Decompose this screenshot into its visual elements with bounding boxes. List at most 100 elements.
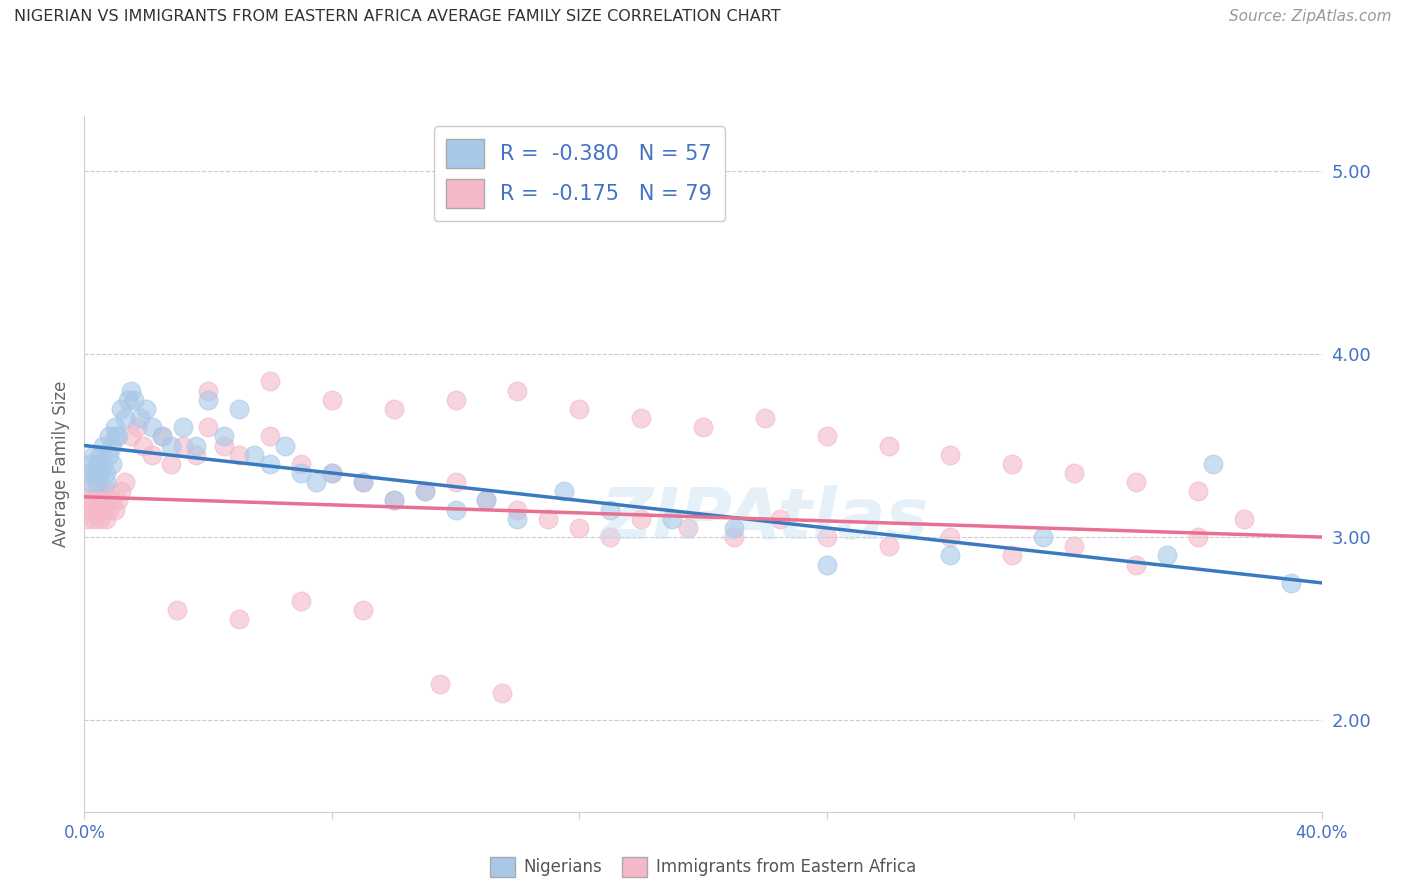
Point [692,420,714,434]
Point [110,401,132,416]
Point [89,448,111,462]
Point [110,484,132,499]
Point [506,512,529,526]
Point [104,502,127,516]
Point [444,475,467,490]
Point [877,539,900,553]
Point [104,429,127,443]
Point [723,530,745,544]
Point [104,420,127,434]
Point [79,502,101,516]
Point [172,420,194,434]
Point [630,411,652,425]
Point [815,558,838,572]
Point [382,401,405,416]
Point [1125,475,1147,490]
Point [491,686,513,700]
Point [98,502,121,516]
Point [107,493,129,508]
Point [259,375,281,389]
Point [939,530,962,544]
Point [94,466,117,480]
Point [259,457,281,471]
Point [212,429,235,443]
Point [1233,512,1256,526]
Point [86,484,108,499]
Point [212,438,235,452]
Point [76,493,98,508]
Point [197,392,219,407]
Point [676,521,699,535]
Point [135,401,157,416]
Point [568,521,591,535]
Point [83,448,105,462]
Point [101,438,124,452]
Point [274,438,297,452]
Point [150,429,173,443]
Point [352,603,374,617]
Point [1063,466,1085,480]
Point [160,438,183,452]
Point [321,466,343,480]
Point [98,448,121,462]
Point [89,493,111,508]
Point [114,411,136,425]
Point [76,466,98,480]
Point [98,484,121,499]
Point [429,676,451,690]
Point [290,594,312,608]
Point [184,448,207,462]
Point [815,429,838,443]
Point [382,493,405,508]
Point [877,438,900,452]
Point [1063,539,1085,553]
Point [101,457,124,471]
Point [475,493,498,508]
Point [769,512,792,526]
Point [228,612,250,626]
Point [553,484,575,499]
Point [94,512,117,526]
Point [1187,484,1209,499]
Point [1279,575,1302,590]
Point [537,512,560,526]
Point [1125,558,1147,572]
Point [1187,530,1209,544]
Point [568,401,591,416]
Point [444,502,467,516]
Point [321,466,343,480]
Y-axis label: Average Family Size: Average Family Size [52,381,70,547]
Point [91,457,114,471]
Point [166,603,188,617]
Point [86,457,108,471]
Point [172,438,194,452]
Point [197,384,219,398]
Point [815,530,838,544]
Point [939,549,962,563]
Point [1202,457,1225,471]
Text: ZIPAtlas: ZIPAtlas [600,485,929,554]
Point [150,429,173,443]
Point [754,411,776,425]
Point [107,429,129,443]
Point [352,475,374,490]
Point [120,429,142,443]
Point [86,502,108,516]
Point [79,484,101,499]
Point [1001,457,1024,471]
Legend: R =  -0.380   N = 57, R =  -0.175   N = 79: R = -0.380 N = 57, R = -0.175 N = 79 [434,127,724,220]
Point [939,448,962,462]
Point [184,438,207,452]
Point [98,429,121,443]
Point [630,512,652,526]
Point [141,448,163,462]
Point [114,475,136,490]
Point [132,438,155,452]
Point [89,466,111,480]
Point [661,512,683,526]
Point [444,392,467,407]
Point [228,448,250,462]
Point [599,502,621,516]
Point [91,502,114,516]
Point [1032,530,1054,544]
